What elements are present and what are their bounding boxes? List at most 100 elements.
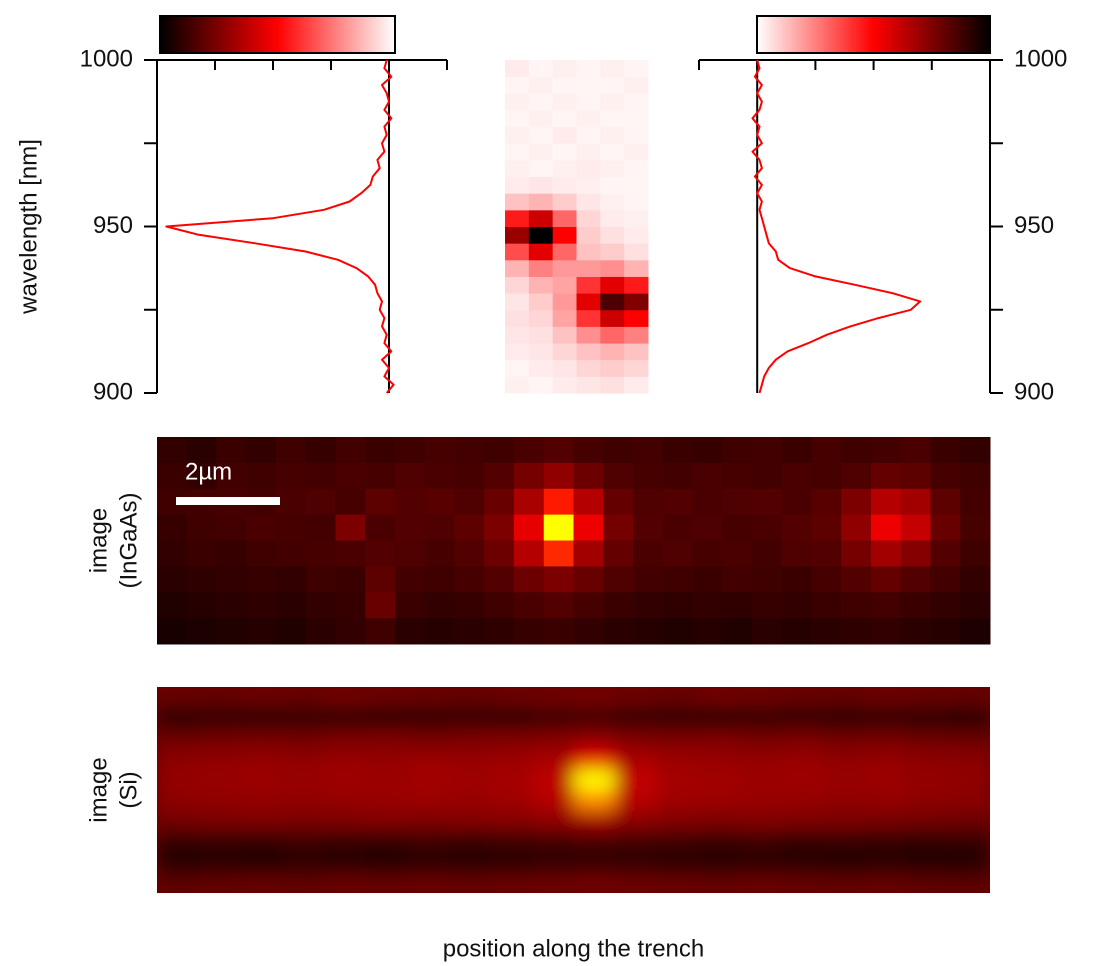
heatmap-cell [505, 109, 530, 128]
image-pixel [871, 618, 902, 645]
heatmap-cell [576, 326, 601, 344]
image-pixel [365, 831, 408, 853]
image-pixel [276, 514, 307, 541]
image-pixel [781, 831, 824, 853]
heatmap-cell [528, 143, 554, 161]
heatmap-cell [528, 209, 554, 227]
image-pixel [960, 514, 991, 541]
image-pixel [740, 831, 783, 853]
image-pixel [698, 707, 741, 729]
heatmap-cell [505, 276, 530, 294]
image-pixel [157, 566, 188, 593]
image-pixel [615, 831, 658, 853]
image-pixel [930, 618, 961, 645]
image-pixel [157, 748, 200, 770]
heatmap-cell [528, 276, 554, 294]
heatmap-cell [624, 293, 649, 311]
image-pixel [603, 566, 634, 593]
image-pixel [692, 618, 723, 645]
heatmap-cell [576, 309, 601, 327]
heatmap-cell [576, 343, 601, 361]
heatmap-cell [624, 376, 649, 394]
heatmap-cell [552, 159, 577, 178]
image-pixel [246, 437, 277, 464]
heatmap-cell [600, 159, 625, 178]
image-pixel [633, 488, 664, 516]
image-pixel [448, 748, 491, 770]
heatmap-cell [600, 293, 625, 311]
image-pixel [365, 540, 396, 567]
image-pixel [240, 872, 283, 893]
image-pixel [603, 514, 634, 541]
image-pixel [454, 540, 485, 567]
image-pixel [484, 462, 515, 490]
image-pixel [906, 790, 949, 812]
image-pixel [781, 790, 824, 812]
image-pixel [514, 618, 545, 645]
heatmap-cell [552, 60, 577, 78]
image-pixel [395, 488, 426, 516]
image-pixel [781, 618, 812, 645]
image-pixel [871, 462, 902, 490]
image-pixel [365, 488, 396, 516]
image-pixel [365, 687, 408, 709]
image-pixel [740, 707, 783, 729]
image-pixel [781, 592, 812, 619]
image-pixel [841, 437, 872, 464]
image-pixel [323, 872, 366, 893]
image-pixel [323, 707, 366, 729]
image-pixel [633, 540, 664, 567]
heatmap-cell [552, 176, 577, 194]
image-pixel [531, 831, 574, 853]
image-pixel [752, 462, 783, 490]
y-axis-label: (Si) [115, 771, 142, 808]
image-pixel [740, 728, 783, 750]
image-pixel [662, 462, 693, 490]
image-pixel [573, 728, 616, 750]
image-pixel [365, 462, 396, 490]
image-pixel [406, 707, 450, 729]
y-tick-label: 900 [93, 378, 133, 405]
image-pixel [484, 592, 515, 619]
image-pixel [240, 851, 283, 873]
image-pixel [906, 831, 949, 853]
heatmap-cell [600, 309, 625, 327]
image-pixel [281, 790, 325, 812]
heatmap-cell [600, 109, 625, 128]
image-pixel [514, 540, 545, 567]
image-pixel [305, 566, 336, 593]
image-pixel [365, 769, 408, 791]
heatmap-cell [528, 93, 554, 111]
image-pixel [395, 566, 426, 593]
heatmap-cell [552, 343, 577, 361]
image-pixel [633, 437, 664, 464]
image-pixel [305, 488, 336, 516]
image-pixel [305, 437, 336, 464]
heatmap-cell [600, 126, 625, 144]
heatmap-cell [528, 226, 554, 244]
image-pixel [424, 566, 455, 593]
image-pixel [514, 437, 545, 464]
heatmap-cell [505, 259, 530, 277]
image-pixel [216, 540, 247, 567]
image-pixel [406, 810, 450, 832]
image-pixel [543, 488, 574, 516]
heatmap-cell [552, 109, 577, 128]
image-pixel [281, 707, 325, 729]
image-pixel [514, 488, 545, 516]
image-pixel [752, 540, 783, 567]
image-pixel [740, 790, 783, 812]
image-pixel [335, 540, 366, 567]
image-pixel [865, 687, 908, 709]
heatmap-cell [624, 76, 649, 94]
heatmap-cell [528, 359, 554, 377]
image-pixel [424, 618, 455, 645]
image-pixel [395, 540, 426, 567]
image-pixel [157, 462, 188, 490]
heatmap-cell [624, 159, 649, 178]
heatmap-cell [624, 359, 649, 377]
heatmap-cell [552, 293, 577, 311]
heatmap-cell [505, 343, 530, 361]
heatmap-cell [505, 326, 530, 344]
image-pixel [906, 810, 949, 832]
